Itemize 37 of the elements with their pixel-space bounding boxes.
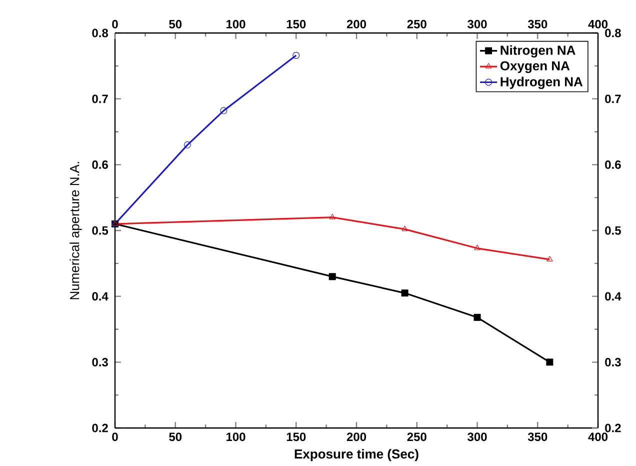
y-tick-label: 0.2 <box>92 424 108 432</box>
y-tick-label: 0.3 <box>92 358 108 366</box>
legend-label: Hydrogen NA <box>500 76 583 89</box>
x-tick-label: 400 <box>588 20 608 28</box>
x2-tick-label: 300 <box>468 432 487 442</box>
x-tick-label: 0 <box>112 20 118 28</box>
x2-tick-label: 400 <box>588 432 608 442</box>
x2-tick-label: 100 <box>226 432 246 442</box>
x2-tick-label: 200 <box>346 432 366 442</box>
x2-tick-label: 0 <box>112 432 118 442</box>
y-tick-label: 0.7 <box>92 94 108 104</box>
x2-tick-label: 350 <box>528 432 548 442</box>
x2-tick-label: 250 <box>407 432 426 442</box>
x2-tick-label: 150 <box>286 432 306 442</box>
legend-label: Oxygen NA <box>500 61 570 74</box>
x-tick-label: 100 <box>226 20 246 28</box>
y2-tick-label: 0.6 <box>605 160 621 169</box>
legend-label: Nitrogen NA <box>500 45 576 58</box>
x-tick-label: 300 <box>468 20 487 28</box>
y2-tick-label: 0.7 <box>605 94 621 104</box>
y2-tick-label: 0.5 <box>605 226 621 235</box>
x-tick-label: 50 <box>169 20 182 28</box>
y-tick-label: 0.6 <box>92 160 108 169</box>
y-axis-title: Numerical aperture N.A. <box>70 162 82 300</box>
x-tick-label: 250 <box>407 20 426 28</box>
y2-tick-label: 0.3 <box>605 358 621 366</box>
x-axis-title: Exposure time (Sec) <box>294 449 418 462</box>
y2-tick-label: 0.2 <box>605 424 621 432</box>
x-tick-label: 350 <box>528 20 548 28</box>
x2-tick-label: 50 <box>169 432 182 442</box>
y2-tick-label: 0.8 <box>605 28 621 38</box>
y-tick-label: 0.4 <box>92 292 108 301</box>
y-tick-label: 0.8 <box>92 28 108 38</box>
y-tick-label: 0.5 <box>92 226 108 235</box>
x-tick-label: 150 <box>286 20 306 28</box>
y2-tick-label: 0.4 <box>605 292 622 301</box>
x-tick-label: 200 <box>346 20 366 28</box>
